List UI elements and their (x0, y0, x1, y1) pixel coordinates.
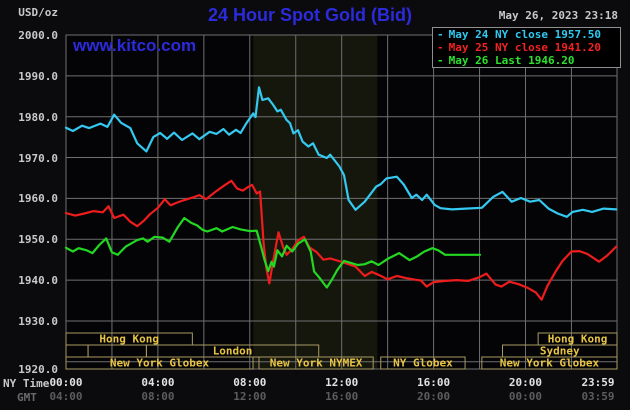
x-tick-ny-time: 04:00 (141, 376, 175, 389)
session-label: NY Globex (393, 357, 453, 370)
session-label: New York NYMEX (270, 357, 363, 370)
session-label: New York Globex (110, 357, 210, 370)
session-label: London (213, 345, 253, 358)
x-tick-gmt: 04:00 (49, 390, 83, 403)
x-tick-gmt: 16:00 (325, 390, 359, 403)
session-box (481, 356, 618, 370)
legend-dash-icon: - (437, 54, 444, 67)
x-axis-ny-time-label: NY Time (3, 377, 50, 390)
series-line-may25 (64, 179, 618, 301)
y-axis-unit-label: USD/oz (18, 6, 58, 19)
x-tick-ny-time: 20:00 (508, 376, 543, 389)
x-tick-ny-time: 00:00 (49, 376, 83, 389)
y-tick-label: 1940.0 (18, 274, 58, 288)
legend-label: May 26 Last 1946.20 (448, 54, 575, 67)
x-tick-ny-time: 16:00 (417, 376, 451, 389)
x-tick-gmt: 00:00 (508, 390, 543, 403)
x-tick-ny-time: 12:00 (325, 376, 359, 389)
legend-item-may25: - May 25 NY close 1941.20 (433, 41, 620, 54)
session-label: Hong Kong (548, 333, 608, 346)
y-tick-label: 2000.0 (18, 29, 58, 42)
session-label: Hong Kong (99, 333, 159, 346)
x-tick-gmt: 12:00 (233, 390, 267, 403)
x-tick-ny-time: 08:00 (233, 376, 267, 389)
kitco-watermark: www.kitco.com (73, 36, 197, 55)
chart-title: 24 Hour Spot Gold (Bid) (208, 5, 412, 25)
session-label: New York Globex (500, 357, 600, 370)
x-tick-gmt: 20:00 (417, 390, 451, 403)
legend-dash-icon: - (437, 41, 444, 54)
y-tick-label: 1990.0 (18, 69, 58, 83)
x-tick-gmt: 08:00 (141, 390, 175, 403)
y-tick-label: 1960.0 (18, 192, 58, 206)
legend-label: May 24 NY close 1957.50 (448, 28, 601, 41)
y-tick-label: 1950.0 (18, 233, 58, 247)
x-tick-gmt: 03:59 (581, 390, 615, 403)
nymex-session-band (253, 35, 378, 369)
legend: - May 24 NY close 1957.50 - May 25 NY clos… (432, 27, 621, 68)
legend-label: May 25 NY close 1941.20 (448, 41, 601, 54)
chart-timestamp: May 26, 2023 23:18 (498, 9, 618, 22)
y-tick-label: 1920.0 (18, 363, 58, 376)
session-box (380, 356, 466, 370)
session-box (258, 356, 374, 370)
legend-dash-icon: - (437, 28, 444, 41)
x-tick-ny-time: 23:59 (581, 376, 615, 389)
x-axis-gmt-label: GMT (17, 391, 37, 404)
legend-item-may24: - May 24 NY close 1957.50 (433, 28, 620, 41)
y-tick-label: 1930.0 (18, 314, 58, 328)
legend-item-may26: - May 26 Last 1946.20 (433, 54, 620, 67)
series-line-may24 (64, 86, 618, 218)
series-line-may26 (64, 216, 482, 289)
session-label: Sydney (540, 345, 580, 358)
session-box (65, 356, 254, 370)
y-tick-label: 1970.0 (18, 151, 58, 165)
y-tick-label: 1980.0 (18, 110, 58, 124)
